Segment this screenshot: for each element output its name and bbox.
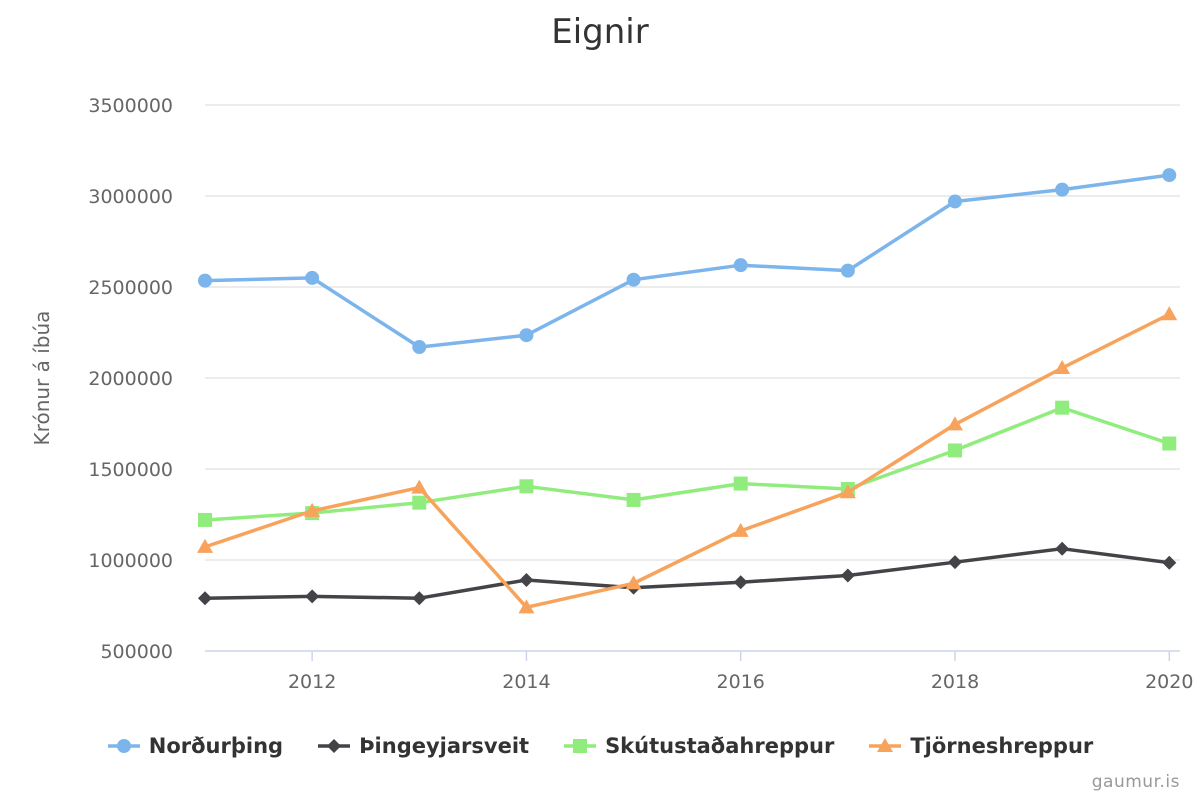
data-point xyxy=(1054,359,1071,374)
data-point xyxy=(519,328,534,343)
legend-marker xyxy=(877,738,894,752)
legend-label: Skútustaðahreppur xyxy=(605,734,835,758)
legend-symbol-icon xyxy=(564,739,597,753)
legend-marker xyxy=(116,739,131,753)
data-point xyxy=(1161,306,1178,321)
series-4 xyxy=(197,306,1178,614)
data-point xyxy=(305,589,320,604)
chart-title: Eignir xyxy=(551,12,649,52)
legend-item[interactable]: Norðurþing xyxy=(107,734,283,758)
credit-text[interactable]: gaumur.is xyxy=(1091,772,1180,792)
series-line xyxy=(203,546,1172,600)
y-tick-label: 1500000 xyxy=(88,459,173,481)
legend-marker xyxy=(573,739,588,753)
data-point xyxy=(198,591,212,606)
data-point xyxy=(1162,436,1177,451)
series-1 xyxy=(198,168,1177,355)
data-point xyxy=(733,258,748,273)
data-point xyxy=(304,502,321,517)
data-point xyxy=(519,479,534,494)
data-point xyxy=(839,484,856,499)
series-group xyxy=(197,168,1178,614)
legend: Norðurþing Þingeyjarsveit Skútustaðahreppu… xyxy=(0,728,1200,764)
legend-label: Tjörneshreppur xyxy=(910,734,1094,758)
x-tick-label: 2012 xyxy=(288,671,336,693)
data-point xyxy=(733,476,748,491)
y-tick-label: 2500000 xyxy=(88,277,173,299)
data-point xyxy=(198,512,212,527)
legend-item[interactable]: Tjörneshreppur xyxy=(868,734,1093,758)
data-point xyxy=(412,340,427,355)
legend-symbol-icon xyxy=(318,739,351,753)
data-point xyxy=(197,538,213,553)
data-point xyxy=(732,522,749,537)
data-point xyxy=(1162,555,1177,570)
series-2 xyxy=(198,541,1177,606)
data-point xyxy=(1055,541,1070,556)
legend-item[interactable]: Skútustaðahreppur xyxy=(563,734,834,758)
y-tick-label: 500000 xyxy=(100,641,173,663)
x-tick-label: 2016 xyxy=(717,671,765,693)
series-line xyxy=(203,173,1172,349)
legend-label: Þingeyjarsveit xyxy=(359,734,530,758)
series-line xyxy=(203,312,1172,610)
data-point xyxy=(626,492,641,507)
data-point xyxy=(948,555,962,570)
data-point xyxy=(947,416,963,431)
legend-symbol-icon xyxy=(869,738,902,752)
data-point xyxy=(1162,168,1177,183)
legend-symbol-icon xyxy=(107,739,140,753)
series-3 xyxy=(198,400,1177,527)
data-point xyxy=(412,495,427,510)
data-point xyxy=(412,591,427,606)
y-tick-label: 2000000 xyxy=(88,368,173,390)
data-point xyxy=(840,568,855,583)
data-point xyxy=(1055,182,1070,197)
axes: 500000 1000000 1500000 2000000 2500000 300000… xyxy=(88,95,1193,693)
data-point xyxy=(198,273,212,288)
data-point xyxy=(733,575,748,590)
x-tick-label: 2018 xyxy=(931,671,979,693)
data-point xyxy=(626,272,641,287)
data-point xyxy=(840,263,855,278)
y-tick-label: 1000000 xyxy=(88,550,173,572)
data-point xyxy=(411,479,428,494)
x-tick-label: 2020 xyxy=(1145,671,1193,693)
data-point xyxy=(948,194,962,209)
data-point xyxy=(519,573,534,588)
series-line xyxy=(203,405,1172,522)
y-tick-label: 3500000 xyxy=(88,95,173,117)
x-tick-label: 2014 xyxy=(502,671,550,693)
legend-item[interactable]: Þingeyjarsveit xyxy=(317,734,529,758)
y-tick-label: 3000000 xyxy=(88,186,173,208)
data-point xyxy=(948,443,962,458)
data-point xyxy=(518,599,535,614)
legend-label: Norðurþing xyxy=(148,734,284,758)
data-point xyxy=(625,575,642,590)
gridlines xyxy=(205,104,1180,561)
legend-marker xyxy=(327,739,342,753)
data-point xyxy=(305,270,320,285)
data-point xyxy=(1055,400,1070,415)
